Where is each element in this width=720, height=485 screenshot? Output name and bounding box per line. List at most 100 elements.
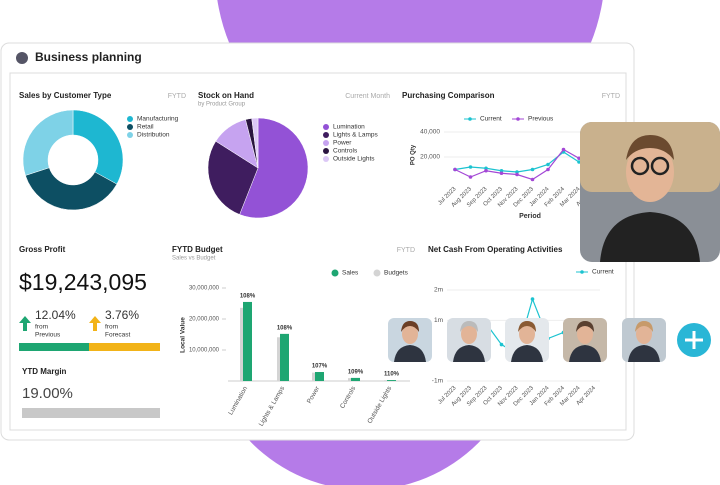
kpi-change: 12.04%: [35, 308, 76, 322]
slice: [25, 167, 118, 211]
kpi-change: 3.76%: [105, 308, 139, 322]
point: [577, 160, 581, 164]
photo-hair: [401, 321, 419, 332]
y-axis-label: Local Value: [180, 317, 187, 353]
kpi-caption: Previous: [35, 332, 61, 339]
photo-face: [577, 324, 593, 344]
y-tick-label: 20,000,000: [189, 317, 220, 323]
kpi-title: Gross Profit: [19, 245, 66, 254]
legend-swatch: [331, 269, 339, 277]
up-arrow: [89, 316, 101, 331]
photo-body: [394, 345, 426, 362]
point: [484, 168, 488, 173]
y-tick-label: 40,000: [420, 129, 440, 136]
y-tick-label: 2m: [434, 287, 443, 294]
point: [561, 147, 566, 152]
chart-subtitle: Sales vs Budget: [172, 256, 216, 262]
chart-title: FYTD Budget: [172, 245, 223, 254]
ratio-label: 108%: [277, 325, 293, 331]
plus-icon: [685, 331, 703, 349]
legend-label: Previous: [528, 116, 554, 123]
ratio-label: 107%: [312, 364, 328, 370]
slice: [239, 117, 309, 219]
legend-swatch: [323, 140, 329, 146]
legend-label: Budgets: [384, 270, 409, 277]
legend-swatch: [323, 156, 329, 162]
point: [484, 166, 488, 171]
point: [499, 171, 504, 176]
legend-label: Current: [592, 269, 614, 276]
line: [454, 144, 595, 181]
photo-hair: [518, 321, 536, 332]
legend-swatch: [516, 117, 520, 121]
bar: [351, 377, 360, 381]
bar: [387, 380, 396, 381]
legend-label: Current: [480, 116, 502, 123]
chart-title: Net Cash From Operating Activities: [428, 245, 563, 254]
ratio-label: 110%: [384, 372, 400, 378]
bar: [243, 301, 252, 381]
y-tick-label: -1m: [432, 378, 443, 385]
kpi-value: 19.00%: [22, 385, 73, 402]
legend-label: Controls: [333, 148, 358, 155]
point: [546, 167, 550, 172]
period: FYTD: [397, 247, 415, 254]
slice: [207, 140, 259, 215]
y-axis-label: PO Qty: [411, 144, 417, 165]
point: [530, 177, 535, 182]
y-tick-label: 10,000,000: [189, 348, 220, 354]
photo-body: [628, 345, 660, 362]
legend-label: Lumination: [333, 124, 365, 131]
legend-label: Power: [333, 140, 352, 147]
point: [453, 167, 457, 172]
chart-title: Purchasing Comparison: [402, 91, 495, 100]
legend-swatch: [323, 132, 329, 138]
photo-body: [600, 212, 700, 262]
bar: [280, 333, 289, 381]
period: FYTD: [168, 93, 186, 100]
point: [577, 156, 581, 161]
y-tick-label: 1m: [434, 317, 443, 324]
legend-swatch: [127, 124, 133, 130]
up-arrow: [19, 316, 31, 331]
point: [499, 342, 504, 347]
photo-body: [569, 345, 601, 362]
photo-face: [519, 324, 535, 344]
legend-label: Lights & Lamps: [333, 132, 379, 139]
point: [546, 162, 550, 167]
legend-label: Distribution: [137, 132, 170, 139]
photo-face: [461, 324, 477, 344]
photo-hair: [635, 321, 653, 332]
chart-title: Sales by Customer Type: [19, 91, 112, 100]
photo-face: [402, 324, 418, 344]
kpi-value: $19,243,095: [19, 269, 147, 295]
photo-hair: [460, 321, 478, 332]
legend-swatch: [323, 148, 329, 154]
legend-swatch: [127, 132, 133, 138]
legend-swatch: [127, 116, 133, 122]
point: [468, 175, 473, 179]
legend-swatch: [373, 269, 381, 277]
header-icon: [16, 52, 28, 64]
x-axis-label: Period: [519, 213, 541, 220]
ratio-label: 109%: [348, 369, 364, 375]
point: [530, 167, 535, 172]
y-tick-label: 30,000,000: [189, 286, 220, 292]
point: [515, 172, 519, 177]
point: [515, 170, 519, 174]
legend-label: Manufacturing: [137, 116, 179, 123]
photo-body: [511, 345, 543, 362]
y-tick-label: 20,000: [420, 154, 440, 161]
slice: [251, 117, 259, 169]
point: [530, 297, 535, 301]
legend-label: Outside Lights: [333, 156, 375, 163]
point: [468, 165, 473, 169]
header-title: Business planning: [35, 50, 142, 64]
slice: [22, 109, 74, 176]
photo-body: [453, 345, 485, 362]
kpi-caption: from: [35, 324, 48, 331]
point: [499, 168, 504, 173]
legend-swatch: [323, 124, 329, 130]
